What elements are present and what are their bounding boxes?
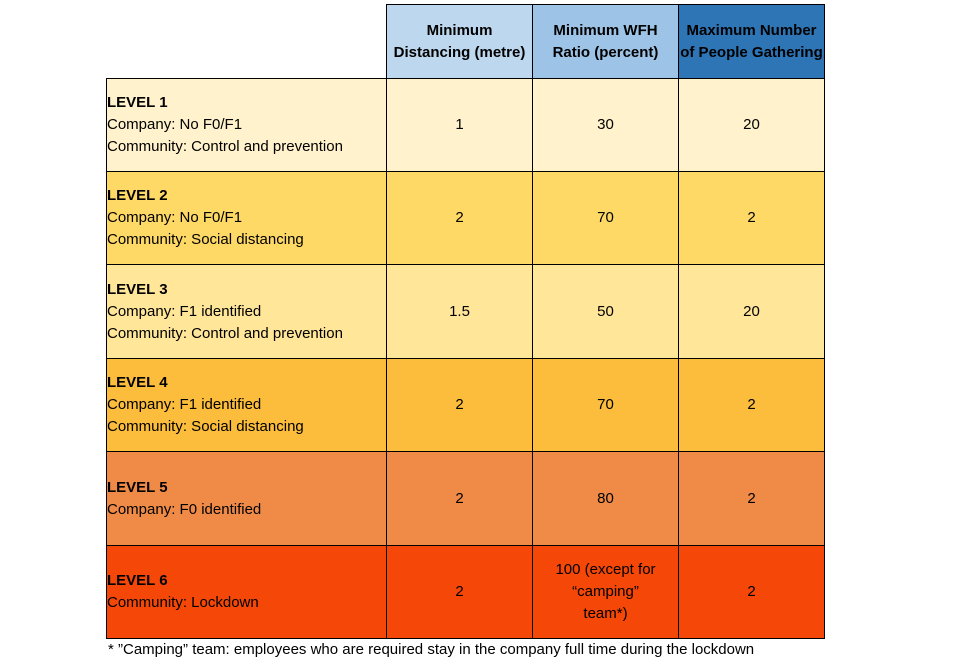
header-row: Minimum Distancing (metre) Minimum WFH R… xyxy=(107,4,825,79)
level-1-gathering: 20 xyxy=(678,78,825,172)
level-4-title: LEVEL 4 xyxy=(107,374,168,391)
level-5-label: LEVEL 5 Company: F0 identified xyxy=(106,451,387,546)
level-6-row: LEVEL 6 Community: Lockdown 2 100 (excep… xyxy=(106,545,825,639)
level-2-community: Community: Social distancing xyxy=(107,231,304,248)
level-3-title: LEVEL 3 xyxy=(107,280,168,298)
level-3-label: LEVEL 3 Company: F1 identified Community… xyxy=(106,264,387,359)
level-5-wfh: 80 xyxy=(532,451,679,546)
level-1-label: LEVEL 1 Company: No F0/F1 Community: Con… xyxy=(106,78,387,172)
level-1-title: LEVEL 1 xyxy=(107,94,168,111)
level-3-community: Community: Control and prevention xyxy=(107,324,343,342)
level-3-distancing: 1.5 xyxy=(386,264,533,359)
level-2-wfh: 70 xyxy=(532,171,679,265)
level-1-row: LEVEL 1 Company: No F0/F1 Community: Con… xyxy=(106,78,825,172)
level-6-distancing: 2 xyxy=(386,545,533,639)
level-3-row: LEVEL 3 Company: F1 identified Community… xyxy=(106,264,825,359)
level-5-distancing: 2 xyxy=(386,451,533,546)
level-2-label: LEVEL 2 Company: No F0/F1 Community: Soc… xyxy=(106,171,387,265)
level-1-distancing: 1 xyxy=(386,78,533,172)
level-6-wfh-cell: 100 (except for “camping” team*) xyxy=(532,545,679,639)
level-6-label: LEVEL 6 Community: Lockdown xyxy=(106,545,387,639)
level-5-gathering: 2 xyxy=(678,451,825,546)
level-6-wfh: 100 (except for “camping” team*) xyxy=(555,561,656,622)
level-2-company: Company: No F0/F1 xyxy=(107,209,243,226)
camping-footnote: * ”Camping” team: employees who are requ… xyxy=(108,641,755,658)
level-1-community: Community: Control and prevention xyxy=(107,138,343,155)
header-min-distancing: Minimum Distancing (metre) xyxy=(386,4,533,79)
level-3-wfh: 50 xyxy=(532,264,679,359)
level-1-company: Company: No F0/F1 xyxy=(107,116,243,133)
level-5-company: Company: F0 identified xyxy=(107,500,262,518)
level-3-company: Company: F1 identified xyxy=(107,302,262,320)
level-4-company: Company: F1 identified xyxy=(107,396,262,413)
level-6-title: LEVEL 6 xyxy=(107,572,168,589)
level-5-row: LEVEL 5 Company: F0 identified 2 80 2 xyxy=(106,451,825,546)
header-max-gathering: Maximum Number of People Gathering xyxy=(678,4,825,79)
level-2-gathering: 2 xyxy=(678,171,825,265)
level-1-wfh: 30 xyxy=(532,78,679,172)
header-corner xyxy=(107,5,387,79)
level-3-gathering: 20 xyxy=(678,264,825,359)
level-2-row: LEVEL 2 Company: No F0/F1 Community: Soc… xyxy=(106,171,825,265)
level-4-distancing: 2 xyxy=(386,358,533,452)
level-6-gathering: 2 xyxy=(678,545,825,639)
level-4-gathering: 2 xyxy=(678,358,825,452)
level-2-distancing: 2 xyxy=(386,171,533,265)
level-6-community: Community: Lockdown xyxy=(107,594,259,611)
covid-levels-table: Minimum Distancing (metre) Minimum WFH R… xyxy=(106,4,825,639)
level-4-label: LEVEL 4 Company: F1 identified Community… xyxy=(106,358,387,452)
level-2-title: LEVEL 2 xyxy=(107,187,168,204)
level-5-title: LEVEL 5 xyxy=(107,478,168,496)
level-4-row: LEVEL 4 Company: F1 identified Community… xyxy=(106,358,825,452)
level-4-community: Community: Social distancing xyxy=(107,418,304,435)
header-min-wfh-ratio: Minimum WFH Ratio (percent) xyxy=(532,4,679,79)
level-4-wfh: 70 xyxy=(532,358,679,452)
